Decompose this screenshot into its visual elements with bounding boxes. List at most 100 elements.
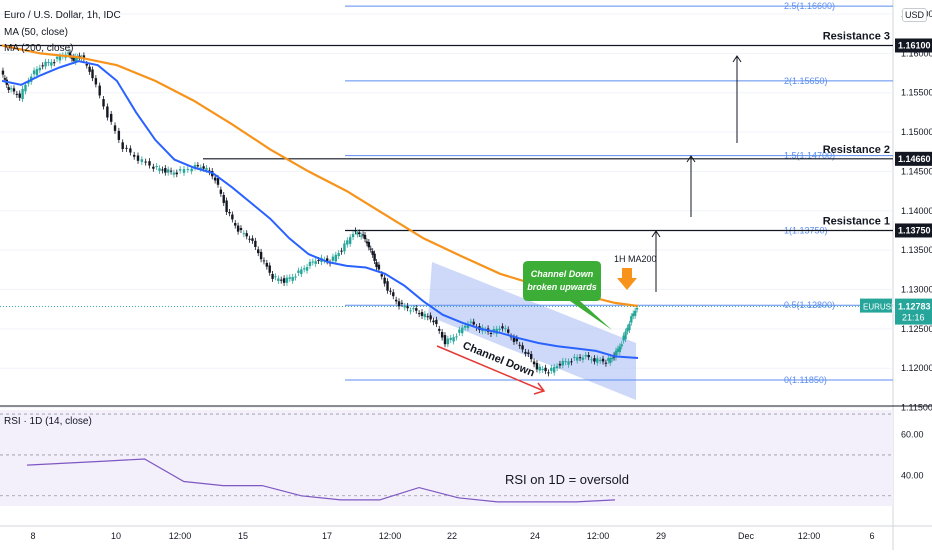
candle-body (593, 358, 596, 362)
candle-body (274, 276, 277, 278)
x-tick-label: 17 (322, 531, 332, 541)
candle-body (423, 313, 427, 318)
channel-arrow (436, 345, 545, 392)
candle-body (280, 279, 283, 281)
candle-body (354, 230, 357, 232)
candle-body (609, 357, 612, 363)
fib-level-label: 0.5(1.12800) (784, 300, 835, 310)
currency-label[interactable]: USD (902, 8, 928, 22)
candle-body (282, 278, 286, 283)
candle-body (32, 70, 36, 75)
candle-body (367, 242, 371, 248)
candle-body (202, 166, 205, 169)
breakout-callout (523, 261, 612, 330)
candle-body (575, 357, 579, 361)
candle-body (228, 211, 231, 214)
candle-body (7, 87, 10, 90)
rsi-tick-label: 60.00 (901, 430, 924, 440)
candle-body (72, 56, 76, 61)
candle-body (308, 261, 312, 266)
candle-body (359, 235, 363, 237)
candle-body (415, 308, 418, 311)
candle-body (166, 169, 170, 173)
candle-body (68, 52, 72, 56)
fib-level-label: 2(1.15650) (784, 76, 828, 86)
candle-body (472, 321, 475, 325)
candle-body (236, 225, 240, 232)
candle-body (314, 261, 317, 264)
candle-body (386, 281, 389, 291)
candle-body (251, 238, 254, 241)
candle-body (555, 366, 559, 369)
candle-body (596, 358, 599, 363)
candle-body (186, 168, 190, 170)
candle-body (346, 240, 349, 245)
candle-body (302, 268, 306, 270)
candle-body (98, 85, 101, 96)
candle-body (449, 337, 452, 340)
candle-body (121, 142, 124, 150)
chart-title: Euro / U.S. Dollar, 1h, IDC (4, 10, 121, 21)
candle-body (578, 357, 582, 359)
candle-body (21, 88, 24, 100)
x-tick-label: 10 (111, 531, 121, 541)
candle-body (15, 93, 19, 95)
candle-body (538, 366, 542, 371)
candle-body (268, 265, 271, 273)
candle-body (55, 56, 59, 59)
candle-body (53, 62, 56, 64)
candle-body (331, 256, 335, 261)
candle-body (113, 125, 117, 131)
candle-body (225, 200, 228, 212)
candle-body (44, 61, 47, 67)
candle-body (417, 313, 421, 315)
candle-body (541, 368, 544, 370)
candle-body (587, 354, 590, 358)
candle-body (527, 352, 530, 355)
candle-body (466, 323, 470, 329)
candle-body (285, 277, 289, 283)
candle-body (94, 78, 98, 85)
x-tick-label: Dec (738, 531, 755, 541)
y-tick-label: 1.12000 (901, 363, 932, 373)
resistance-price-text: 1.14660 (898, 154, 931, 164)
ma200-arrow (617, 268, 637, 290)
candle-body (403, 306, 406, 308)
candle-body (601, 358, 605, 362)
candle-body (426, 316, 429, 318)
candle-body (590, 359, 593, 361)
candle-body (375, 262, 378, 268)
candle-body (532, 361, 536, 365)
candle-body (70, 57, 74, 59)
x-tick-label: 12:00 (798, 531, 821, 541)
candle-body (409, 310, 412, 312)
y-tick-label: 1.13000 (901, 285, 932, 295)
candle-body (152, 166, 155, 169)
symbol-tag-bg (860, 298, 892, 313)
candle-body (74, 56, 77, 63)
x-tick-label: 29 (656, 531, 666, 541)
price-tag-countdown: 21:16 (902, 313, 925, 323)
candle-body (443, 335, 447, 345)
candle-body (222, 195, 225, 203)
candle-body (581, 357, 585, 360)
candle-body (117, 130, 121, 140)
ma200-annotation: 1H MA200 (614, 254, 657, 264)
candle-body (1, 70, 5, 75)
candle-body (234, 223, 237, 226)
candle-body (35, 69, 39, 76)
candle-body (140, 159, 144, 163)
candle-body (373, 253, 376, 261)
candle-body (102, 99, 105, 107)
candle-body (300, 269, 303, 275)
candle-body (363, 234, 367, 240)
resistance-price-text: 1.13750 (898, 225, 931, 235)
candle-body (371, 251, 374, 255)
rsi-tick-label: 40.00 (901, 470, 924, 480)
candle-body (440, 332, 444, 338)
channel-arrow-head (533, 382, 546, 395)
candle-body (254, 240, 257, 247)
resistance-price-text: 1.16100 (898, 40, 931, 50)
